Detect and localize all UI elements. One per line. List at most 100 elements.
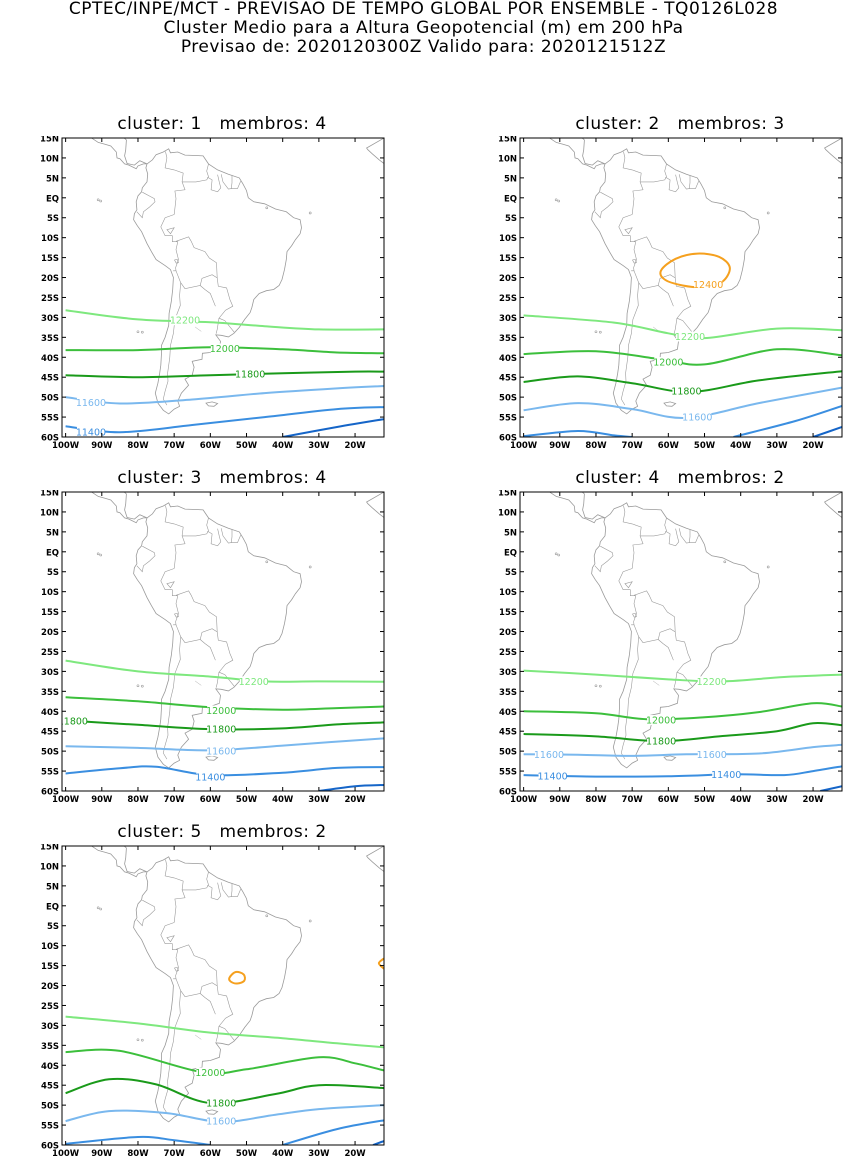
lake-outline xyxy=(632,258,637,264)
lat-label: 45S xyxy=(41,728,59,738)
lat-label: 45S xyxy=(499,728,517,738)
lake-outline xyxy=(166,935,175,943)
country-border xyxy=(207,882,222,901)
contour-label: 11800 xyxy=(646,737,676,748)
island-dot xyxy=(141,330,144,334)
lat-label: 10S xyxy=(41,588,59,598)
map-plot: 12200 12000 11800 11800 11600 11400 15N 10N 5N EQ… xyxy=(40,490,385,805)
central-america-pacific-coast xyxy=(90,846,147,878)
lon-label: 90W xyxy=(91,795,113,805)
country-border xyxy=(182,871,209,891)
map-frame xyxy=(519,491,843,792)
contour-label: 12200 xyxy=(697,677,727,688)
lon-label: 100W xyxy=(510,441,538,451)
lon-label: 80W xyxy=(127,795,149,805)
lat-label: 30S xyxy=(41,1022,59,1032)
island-dot xyxy=(96,198,100,202)
lat-label: EQ xyxy=(46,548,59,558)
contour-label: 12200 xyxy=(675,332,705,343)
map-frame xyxy=(61,845,385,1146)
contour-11200 xyxy=(820,785,842,791)
lat-label: 15S xyxy=(41,962,59,972)
lon-label: 100W xyxy=(510,795,538,805)
lon-label: 100W xyxy=(52,441,80,451)
lat-label: 15N xyxy=(498,136,517,145)
contour-label: 11800 xyxy=(671,387,701,398)
country-border xyxy=(136,191,156,219)
map-plot: 12200 12000 11800 11600 11600 11400 11400 15N 10… xyxy=(498,490,843,805)
lat-label: 40S xyxy=(499,708,517,718)
panel-title: cluster: 4 membros: 2 xyxy=(575,468,785,488)
country-border xyxy=(215,1026,220,1042)
lat-label: 10S xyxy=(499,234,517,244)
country-border xyxy=(136,899,156,927)
island-dot xyxy=(594,330,598,334)
country-border xyxy=(594,191,614,219)
lon-label: 70W xyxy=(164,795,186,805)
contour-label-bg xyxy=(76,426,105,437)
lat-label: 5N xyxy=(504,174,517,184)
minor-feature xyxy=(652,680,660,686)
country-border xyxy=(689,534,699,543)
country-border xyxy=(657,628,676,640)
central-america-coastline xyxy=(123,492,148,520)
map-plot: 12000 11800 11600 15N 10N 5N EQ 5S 10S 15S 20S 25S 3… xyxy=(40,844,385,1159)
lon-label: 50W xyxy=(236,795,258,805)
contour-12200 xyxy=(65,659,384,683)
island-dot xyxy=(308,211,312,215)
lat-label: EQ xyxy=(46,902,59,912)
contour-label: 11600 xyxy=(534,750,564,761)
lat-label: 50S xyxy=(499,394,517,404)
country-border xyxy=(175,978,216,1015)
lat-label: 35S xyxy=(41,688,59,698)
island-dot xyxy=(308,565,312,569)
minor-feature xyxy=(194,1034,202,1040)
contour-12000 xyxy=(65,346,384,355)
lon-label: 40W xyxy=(272,441,294,451)
country-border xyxy=(215,318,220,334)
lon-label: 60W xyxy=(658,795,680,805)
island-dot xyxy=(265,206,269,210)
contour-11200 xyxy=(372,1140,384,1145)
lat-label: 35S xyxy=(499,334,517,344)
header-line-1: CPTEC/INPE/MCT - PREVISAO DE TEMPO GLOBA… xyxy=(68,0,779,19)
lat-label: 45S xyxy=(41,1082,59,1092)
country-border xyxy=(618,214,637,272)
contour-12400 xyxy=(228,970,246,985)
country-border xyxy=(175,236,235,333)
lat-label: EQ xyxy=(504,194,517,204)
contour-label: 12200 xyxy=(170,316,200,327)
lon-label: 40W xyxy=(272,1149,294,1159)
contour-label-bg xyxy=(207,705,236,716)
lat-label: 45S xyxy=(499,374,517,384)
contour-label: 12200 xyxy=(239,677,269,688)
contour-label-bg xyxy=(672,386,701,397)
lat-label: 45S xyxy=(41,374,59,384)
panel-title: cluster: 2 membros: 3 xyxy=(575,114,785,134)
lat-label: 5N xyxy=(46,174,59,184)
contour-11400 xyxy=(65,1135,211,1145)
lat-label: 5S xyxy=(505,214,517,224)
contour-label-bg xyxy=(538,771,567,782)
lon-label: 70W xyxy=(164,441,186,451)
lat-label: 30S xyxy=(499,314,517,324)
lon-label: 90W xyxy=(91,1149,113,1159)
lat-label: 15S xyxy=(41,254,59,264)
country-border xyxy=(633,236,693,333)
map-layer: 12200 12000 11800 11800 11600 11400 xyxy=(62,492,384,791)
contour-12000 xyxy=(523,348,842,366)
country-border xyxy=(175,590,235,687)
country-border xyxy=(182,517,209,537)
lon-label: 80W xyxy=(585,795,607,805)
contour-label-bg xyxy=(712,769,741,780)
contour-11600 xyxy=(523,743,842,757)
island-dot xyxy=(594,684,598,688)
lat-label: 10N xyxy=(40,862,59,872)
lon-label: 100W xyxy=(52,795,80,805)
island-dot xyxy=(766,211,770,215)
minor-feature xyxy=(194,680,202,686)
lon-label: 60W xyxy=(200,795,222,805)
country-border xyxy=(160,214,179,272)
lat-label: 20S xyxy=(41,982,59,992)
contour-11200 xyxy=(282,418,384,437)
